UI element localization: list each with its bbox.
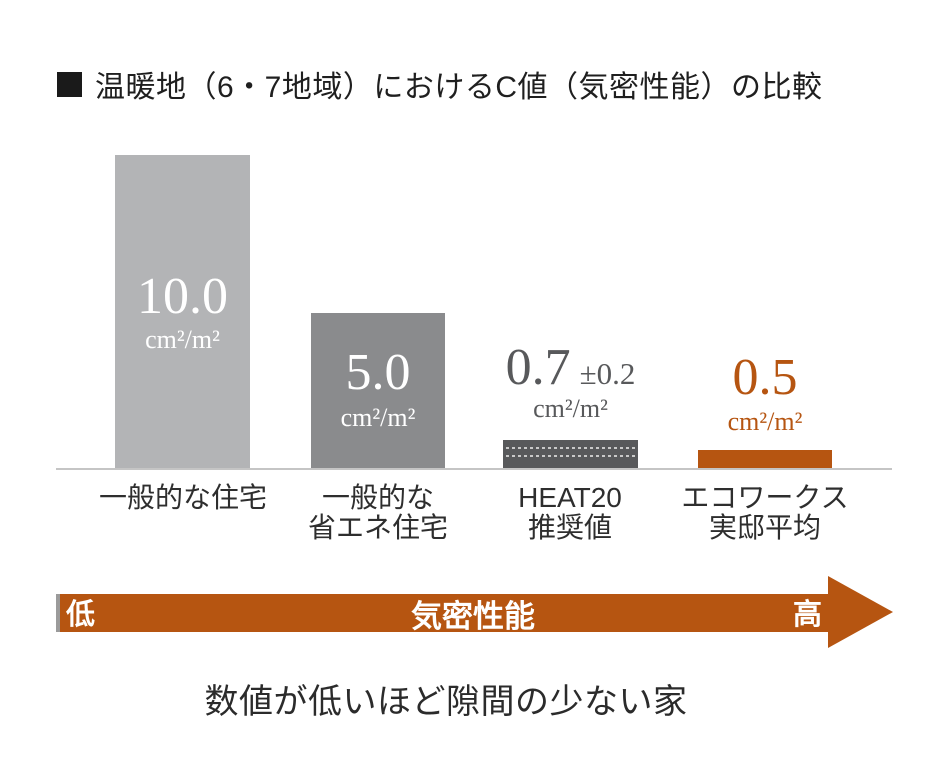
x-axis-line (56, 468, 892, 470)
bar-value-heat20: 0.7 ±0.2 (460, 342, 681, 394)
title-bullet-square-icon (57, 71, 82, 97)
arrow-label-high: 高 (793, 599, 823, 631)
airtightness-arrow-left-edge (56, 594, 60, 632)
bar-value-typical-house: 10.0 (137, 268, 228, 325)
bar-unit-energy-saving-house: cm²/m² (340, 403, 416, 432)
bar-value-ecoworks: 0.5 (732, 349, 798, 406)
category-label-line: 一般的な (321, 482, 434, 513)
airtightness-arrow-head-icon (828, 576, 893, 648)
category-label-energy-saving-house: 一般的な 省エネ住宅 (278, 483, 478, 543)
heat20-value-tolerance: ±0.2 (579, 356, 636, 391)
heat20-dashed-line-lower (506, 455, 635, 457)
category-label-line: 実邸平均 (708, 512, 821, 543)
heat20-dashed-line-upper (506, 447, 635, 449)
category-label-line: HEAT20 (518, 482, 622, 513)
chart-title-row: 温暖地（6・7地域）におけるC値（気密性能）の比較 (57, 62, 823, 106)
chart-title: 温暖地（6・7地域）におけるC値（気密性能）の比較 (95, 71, 823, 104)
airtightness-arrow-shaft (56, 594, 828, 632)
bar-ecoworks (698, 450, 832, 468)
bar-heat20 (503, 440, 638, 468)
arrow-label-low: 低 (66, 599, 96, 631)
bar-unit-typical-house: cm²/m² (145, 325, 220, 354)
category-label-typical-house: 一般的な住宅 (83, 483, 283, 513)
heat20-value-main: 0.7 (505, 339, 571, 396)
bar-typical-house: 10.0 cm²/m² (115, 155, 250, 468)
category-label-ecoworks: エコワークス 実邸平均 (665, 483, 865, 543)
bar-energy-saving-house: 5.0 cm²/m² (311, 313, 445, 468)
category-label-line: 推奨値 (527, 512, 612, 543)
category-label-line: エコワークス (681, 482, 849, 513)
bar-unit-heat20: cm²/m² (533, 394, 608, 423)
category-label-line: 一般的な住宅 (98, 482, 267, 513)
category-label-heat20: HEAT20 推奨値 (470, 483, 670, 543)
bar-value-energy-saving-house: 5.0 (345, 344, 411, 401)
bar-unit-ecoworks: cm²/m² (727, 407, 803, 436)
footer-caption: 数値が低いほど隙間の少ない家 (204, 683, 688, 721)
arrow-label-airtightness: 気密性能 (411, 599, 535, 634)
category-label-line: 省エネ住宅 (307, 512, 448, 543)
